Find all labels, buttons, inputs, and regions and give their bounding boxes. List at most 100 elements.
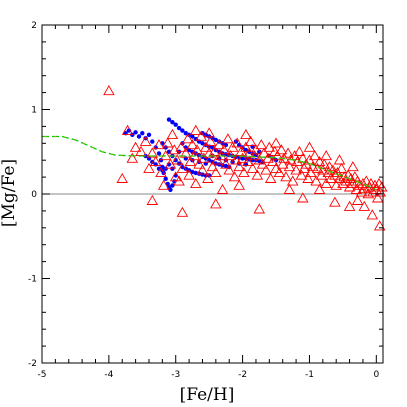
data-point-dot	[223, 163, 229, 169]
y-axis-label: [Mg/Fe]	[0, 159, 19, 227]
data-point-triangle	[303, 141, 316, 152]
data-point-triangle	[166, 128, 179, 140]
data-point-triangle	[186, 139, 199, 150]
data-point-triangle	[335, 162, 348, 173]
data-point-triangle	[290, 164, 302, 175]
data-point-triangle	[340, 175, 352, 186]
data-point-triangle	[213, 139, 225, 150]
data-point-triangle	[143, 162, 155, 173]
data-point-triangle	[139, 135, 152, 146]
data-point-dot	[180, 128, 185, 133]
data-point-dot	[170, 166, 175, 171]
y-tick-label: -1	[28, 275, 37, 285]
data-point-triangle	[169, 171, 182, 182]
data-point-triangle	[153, 139, 165, 150]
data-point-triangle	[180, 147, 192, 158]
data-point-triangle	[307, 161, 319, 172]
data-point-triangle	[280, 171, 292, 182]
data-point-triangle	[347, 161, 359, 172]
data-point-dot	[163, 145, 168, 150]
x-tick-label: -5	[38, 370, 47, 380]
data-point-dot	[250, 158, 255, 163]
data-point-triangle	[283, 183, 296, 194]
x-tick-label: -1	[305, 370, 314, 380]
data-point-triangle	[302, 172, 314, 183]
data-point-triangle	[203, 127, 215, 138]
data-point-triangle	[270, 137, 282, 148]
data-point-triangle	[218, 144, 230, 155]
data-point-triangle	[366, 209, 379, 220]
data-point-triangle	[325, 172, 337, 183]
data-point-triangle	[173, 175, 185, 186]
data-point-triangle	[242, 155, 254, 167]
data-point-triangle	[329, 196, 341, 207]
data-point-triangle	[216, 183, 229, 194]
data-point-triangle	[248, 150, 261, 161]
data-point-triangle	[195, 130, 207, 141]
axes: -5 -4 -3 -2 -1 0 -2 -1 0 1 2	[28, 21, 384, 380]
data-point-triangle	[276, 158, 289, 169]
data-point-dot	[158, 158, 164, 163]
data-point-triangle	[362, 188, 375, 199]
data-point-triangle	[286, 175, 299, 186]
data-point-triangle	[228, 171, 241, 182]
data-point-triangle	[371, 192, 384, 203]
data-point-triangle	[355, 186, 368, 197]
data-point-triangle	[253, 203, 266, 214]
data-point-triangle	[320, 177, 332, 189]
data-point-triangle	[155, 166, 167, 178]
data-point-triangle	[126, 152, 139, 163]
data-point-triangle	[238, 166, 250, 178]
data-point-triangle	[313, 183, 326, 194]
data-point-triangle	[103, 84, 115, 96]
data-point-triangle	[282, 147, 294, 158]
data-point-triangle	[246, 162, 259, 173]
data-point-dot	[213, 137, 218, 143]
data-point-triangle	[283, 161, 296, 172]
data-point-dot	[170, 183, 175, 188]
data-point-dot	[170, 120, 175, 125]
data-marks	[42, 84, 388, 231]
data-point-triangle	[343, 181, 356, 192]
data-point-triangle	[200, 141, 212, 152]
data-point-triangle	[250, 144, 262, 155]
data-point-dot	[173, 122, 178, 127]
data-point-triangle	[223, 164, 235, 175]
data-point-triangle	[190, 177, 202, 189]
x-tick-label: -2	[238, 370, 247, 380]
data-point-dot	[190, 169, 195, 175]
y-tick-label: 2	[31, 21, 37, 31]
x-tick-label: -3	[171, 370, 180, 380]
data-point-triangle	[297, 192, 309, 203]
data-point-dot	[168, 187, 173, 192]
data-point-triangle	[210, 198, 222, 209]
data-point-triangle	[146, 147, 159, 158]
data-point-triangle	[129, 141, 142, 152]
data-point-triangle	[318, 158, 330, 169]
data-point-dot	[200, 172, 205, 177]
data-point-dot	[183, 131, 188, 136]
data-point-triangle	[313, 155, 326, 167]
data-point-triangle	[196, 164, 209, 175]
data-point-triangle	[244, 135, 257, 146]
data-point-triangle	[231, 137, 243, 148]
data-point-triangle	[146, 194, 159, 205]
data-point-triangle	[271, 150, 284, 161]
data-point-triangle	[121, 124, 134, 135]
data-point-triangle	[333, 172, 346, 183]
data-point-triangle	[363, 181, 376, 192]
data-point-triangle	[358, 182, 371, 194]
model-line-overlay	[42, 136, 377, 191]
data-point-triangle	[251, 169, 264, 180]
data-point-triangle	[116, 172, 128, 183]
data-point-triangle	[375, 181, 388, 192]
data-point-triangle	[273, 166, 286, 178]
y-tick-label: -2	[28, 359, 37, 369]
data-point-triangle	[233, 161, 245, 172]
data-point-triangle	[190, 124, 202, 135]
data-point-dot	[133, 130, 138, 135]
x-axis-label: [Fe/H]	[180, 385, 235, 405]
y-tick-label: 1	[31, 106, 37, 116]
data-point-dot	[176, 125, 182, 131]
data-point-triangle	[198, 152, 210, 163]
